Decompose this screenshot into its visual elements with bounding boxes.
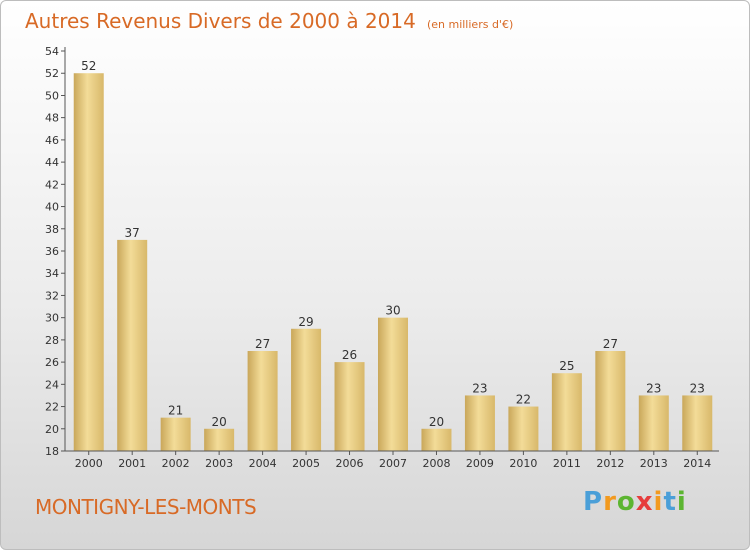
y-tick-label: 22 xyxy=(45,401,59,414)
x-tick-label-2010: 2010 xyxy=(509,457,537,470)
data-label-2011: 25 xyxy=(559,359,574,373)
x-axis: 2000 2001 2002 2003 2004 2005 2006 2007 2008 2009… xyxy=(65,450,719,470)
y-tick-label: 28 xyxy=(45,334,59,347)
proxiti-logo: Proxiti xyxy=(583,487,687,517)
bar-2006 xyxy=(334,362,365,451)
logo-letter: r xyxy=(603,487,617,517)
data-label-2008: 20 xyxy=(429,415,444,429)
y-tick-label: 50 xyxy=(45,89,59,102)
logo-letter: o xyxy=(616,487,636,517)
x-tick-label-2005: 2005 xyxy=(292,457,320,470)
data-label-2010: 22 xyxy=(516,393,531,407)
bar-2005 xyxy=(291,328,322,451)
data-label-2007: 30 xyxy=(385,304,400,318)
y-tick-label: 40 xyxy=(45,201,59,214)
y-tick-label: 42 xyxy=(45,178,59,191)
data-label-2012: 27 xyxy=(603,337,618,351)
bar-2009 xyxy=(464,395,495,451)
y-tick-label: 46 xyxy=(45,134,59,147)
data-label-2002: 21 xyxy=(168,404,183,418)
data-label-2013: 23 xyxy=(646,381,661,395)
logo-letter: i xyxy=(653,487,664,517)
x-tick-label-2000: 2000 xyxy=(75,457,103,470)
data-label-2009: 23 xyxy=(472,381,487,395)
y-tick-label: 38 xyxy=(45,223,59,236)
title-row: Autres Revenus Divers de 2000 à 2014 (en… xyxy=(25,9,513,33)
bar-2007 xyxy=(378,317,408,451)
bar-2004 xyxy=(247,351,278,451)
x-tick-label-2002: 2002 xyxy=(162,457,190,470)
bar-2000 xyxy=(73,73,104,451)
chart-unit: (en milliers d'€) xyxy=(426,18,514,31)
x-tick-label-2006: 2006 xyxy=(336,457,364,470)
data-label-2005: 29 xyxy=(298,315,313,329)
y-tick-label: 52 xyxy=(45,67,59,80)
y-tick-label: 30 xyxy=(45,312,59,325)
x-tick-label-2007: 2007 xyxy=(379,457,407,470)
bar-2001 xyxy=(117,239,148,451)
y-tick-label: 48 xyxy=(45,112,59,125)
bar-2012 xyxy=(595,351,626,451)
data-label-2001: 37 xyxy=(125,226,140,240)
data-label-2004: 27 xyxy=(255,337,270,351)
data-label-2014: 23 xyxy=(690,381,705,395)
data-label-2000: 52 xyxy=(81,59,96,73)
logo-letter: P xyxy=(583,487,604,517)
bars: 52 37 21 20 27 29 26 30 20 23 22 25 27 23 23 xyxy=(73,59,713,451)
x-tick-label-2003: 2003 xyxy=(205,457,233,470)
x-tick-label-2014: 2014 xyxy=(683,457,711,470)
y-tick-label: 44 xyxy=(45,156,59,169)
bar-2011 xyxy=(551,373,582,451)
x-tick-label-2013: 2013 xyxy=(640,457,668,470)
bar-2014 xyxy=(682,395,713,451)
location-name: MONTIGNY-LES-MONTS xyxy=(35,495,257,519)
x-tick-label-2009: 2009 xyxy=(466,457,494,470)
y-tick-label: 54 xyxy=(45,45,59,58)
x-tick-label-2001: 2001 xyxy=(118,457,146,470)
x-tick-label-2004: 2004 xyxy=(249,457,277,470)
data-label-2003: 20 xyxy=(211,415,226,429)
y-tick-label: 32 xyxy=(45,289,59,302)
bar-2003 xyxy=(204,428,235,451)
x-tick-label-2012: 2012 xyxy=(596,457,624,470)
y-tick-label: 18 xyxy=(45,445,59,458)
y-tick-label: 26 xyxy=(45,356,59,369)
y-tick-label: 24 xyxy=(45,378,59,391)
logo-letter: i xyxy=(676,487,687,517)
y-tick-label: 20 xyxy=(45,423,59,436)
bar-2008 xyxy=(421,428,452,451)
bar-2002 xyxy=(160,417,191,451)
data-label-2006: 26 xyxy=(342,348,357,362)
x-tick-label-2008: 2008 xyxy=(422,457,450,470)
logo-letter: x xyxy=(635,487,654,517)
bar-2013 xyxy=(638,395,669,451)
y-tick-label: 34 xyxy=(45,267,59,280)
chart-title: Autres Revenus Divers de 2000 à 2014 xyxy=(25,9,416,33)
x-tick-label-2011: 2011 xyxy=(553,457,581,470)
y-tick-label: 36 xyxy=(45,245,59,258)
logo-letter: t xyxy=(663,487,677,517)
bar-2010 xyxy=(508,406,539,451)
y-axis: 18 20 22 24 26 28 30 32 34 36 38 40 42 44 46 48 50 52 54 xyxy=(45,45,66,458)
